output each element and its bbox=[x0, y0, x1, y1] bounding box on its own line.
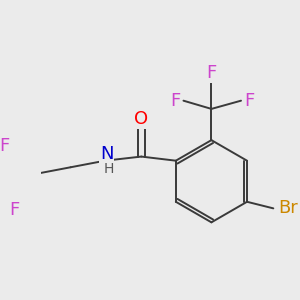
Text: H: H bbox=[104, 162, 114, 176]
Text: F: F bbox=[244, 92, 254, 110]
Text: Br: Br bbox=[278, 200, 298, 217]
Text: F: F bbox=[10, 201, 20, 219]
Text: F: F bbox=[0, 137, 10, 155]
Text: F: F bbox=[206, 64, 217, 82]
Text: O: O bbox=[134, 110, 148, 128]
Text: F: F bbox=[170, 92, 180, 110]
Text: N: N bbox=[100, 145, 113, 163]
